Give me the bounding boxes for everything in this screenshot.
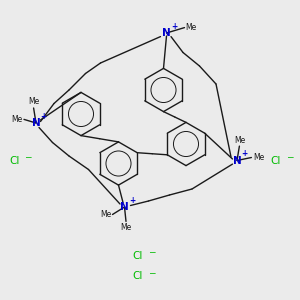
Text: Cl: Cl <box>133 271 143 281</box>
Text: N: N <box>162 28 171 38</box>
Text: +: + <box>40 112 46 121</box>
Text: Cl: Cl <box>271 155 281 166</box>
Text: Cl: Cl <box>133 250 143 261</box>
Text: N: N <box>120 202 129 212</box>
Text: Cl: Cl <box>9 155 20 166</box>
Text: +: + <box>171 22 177 31</box>
Text: Me: Me <box>100 210 112 219</box>
Text: Me: Me <box>120 223 132 232</box>
Text: −: − <box>148 268 155 277</box>
Text: Me: Me <box>11 115 22 124</box>
Text: Me: Me <box>234 136 245 145</box>
Text: −: − <box>24 152 32 161</box>
Text: −: − <box>148 248 155 256</box>
Text: −: − <box>286 152 293 161</box>
Text: +: + <box>242 149 248 158</box>
Text: Me: Me <box>185 23 197 32</box>
Text: N: N <box>232 155 242 166</box>
Text: Me: Me <box>253 153 265 162</box>
Text: Me: Me <box>28 98 39 106</box>
Text: +: + <box>129 196 135 205</box>
Text: N: N <box>32 118 40 128</box>
